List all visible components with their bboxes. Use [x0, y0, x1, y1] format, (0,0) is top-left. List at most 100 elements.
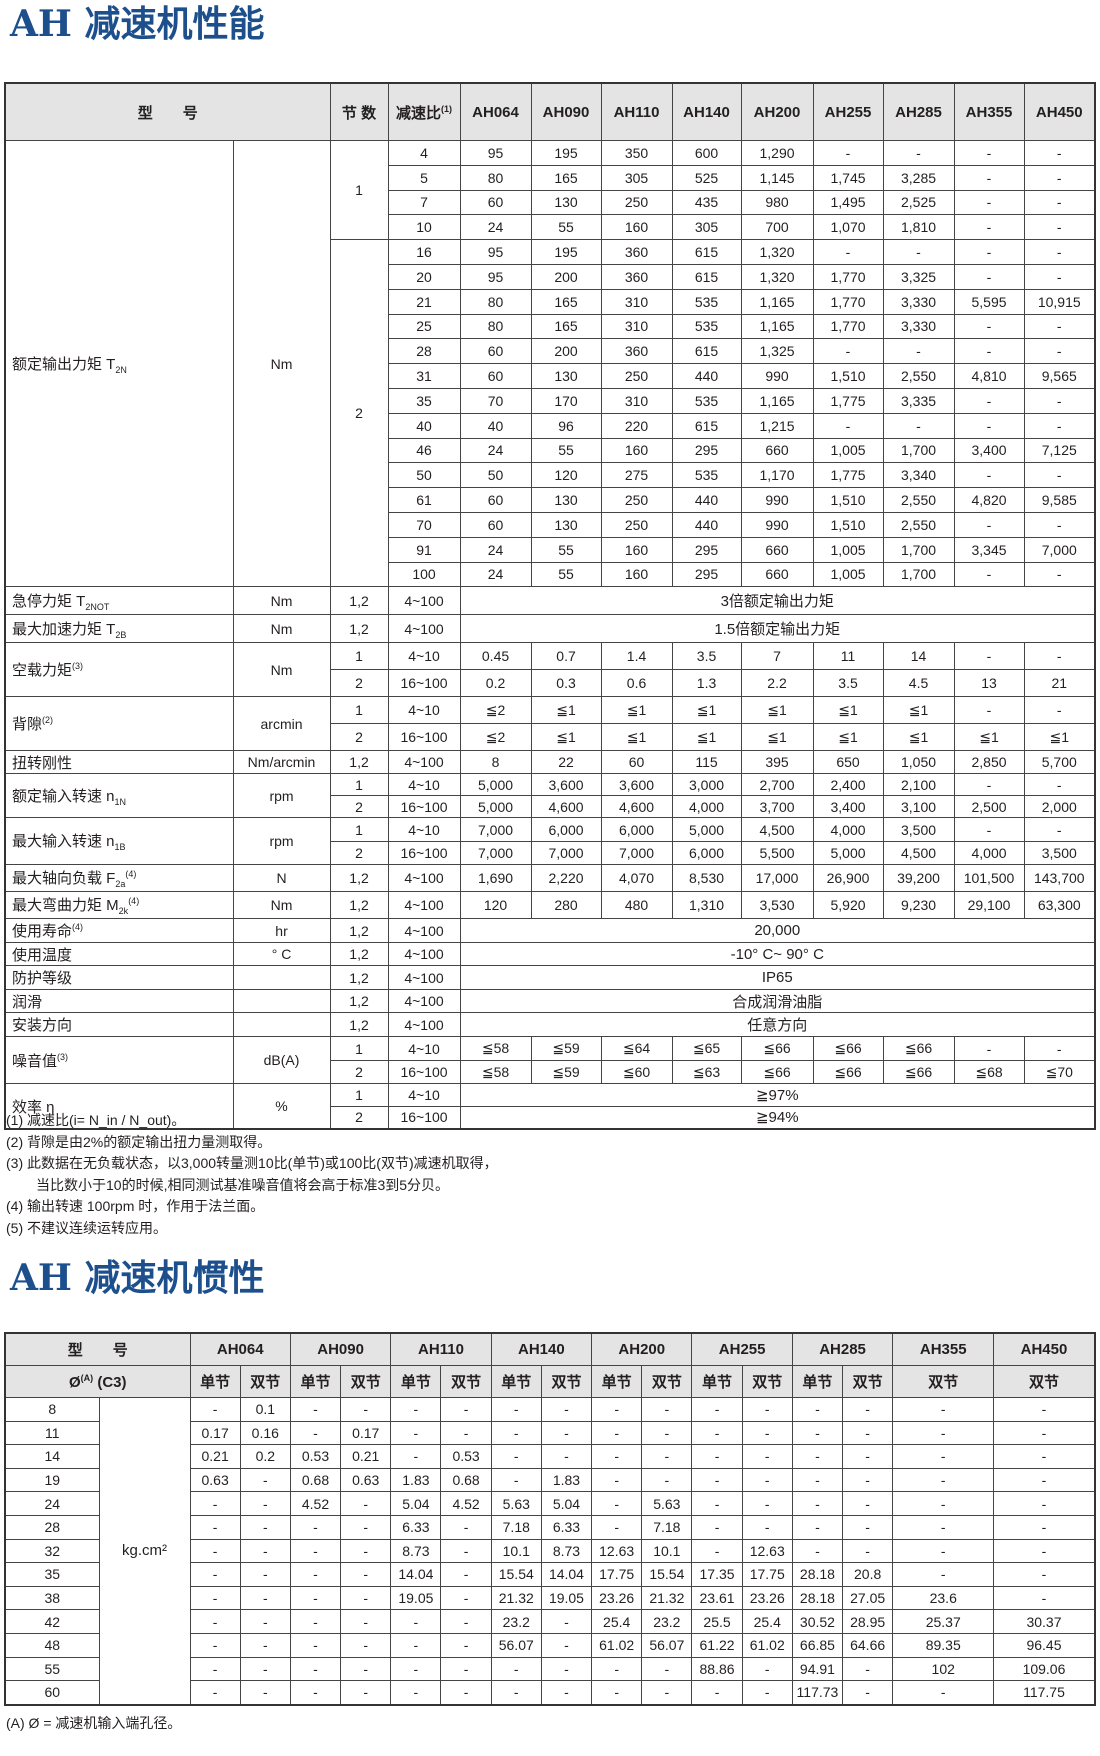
table-row: 使用温度 ° C 1,2 4~100 -10° C~ 90° C [4, 941, 1096, 967]
row-label-subscript: 2NOT [85, 601, 110, 612]
value-cell: - [1023, 239, 1096, 265]
value-cell: 7 [740, 642, 814, 671]
table-row: 最大弯曲力矩 M2k(4) Nm 1,2 4~100 120 280 480 1,310 3,5… [4, 891, 1096, 920]
value-cell: - [892, 1680, 995, 1706]
stage-header: 单节 [289, 1365, 342, 1398]
value-cell: - [390, 1632, 442, 1658]
table-row: 10 24 55 160 305 700 1,070 1,810- - [5, 214, 1096, 241]
value-cell: 3.5 [812, 669, 884, 698]
value-cell: - [591, 1680, 643, 1706]
footnote: 当比数小于10的时候,相同测试基准噪音值将会高于标准3到5分贝。 [36, 1176, 450, 1193]
value-cell: - [842, 1420, 894, 1446]
value-cell: 4,810 [953, 363, 1025, 389]
table-row: 防护等级 1,2 4~100 IP65 [4, 965, 1096, 990]
value-cell: 61.02 [741, 1632, 793, 1658]
value-cell: - [1023, 263, 1096, 290]
value-cell: ≦1 [671, 723, 742, 752]
value-cell: ≦63 [671, 1059, 742, 1085]
merged-value-cell: 20,000 [459, 918, 1096, 943]
value-cell: 89.35 [892, 1632, 995, 1658]
row-label-text: 噪音值 [12, 1052, 58, 1070]
table-row: 5 80 165 305 525 1,145 1,745 3,285- - [5, 164, 1096, 191]
stage-header: 单节 [490, 1365, 542, 1398]
value-cell: - [842, 1514, 894, 1540]
value-cell: 0.6 [600, 669, 673, 698]
value-cell: 295 [671, 536, 742, 563]
table-row: 46 24 55 160 295 660 1,005 1,700 3,400 7,125 [5, 437, 1096, 464]
value-cell: 0.17 [189, 1420, 241, 1446]
value-cell: 4.52 [440, 1491, 492, 1516]
value-cell: - [1023, 561, 1096, 588]
value-cell: - [390, 1444, 442, 1469]
value-cell: 440 [671, 487, 742, 513]
stage-cell: 2 [329, 840, 389, 866]
value-cell: - [289, 1680, 342, 1706]
value-cell: - [1023, 387, 1096, 414]
value-cell: - [289, 1609, 342, 1634]
value-cell: 2.2 [740, 669, 814, 698]
value-cell: - [993, 1585, 1096, 1611]
value-cell: 28.18 [791, 1585, 844, 1611]
value-cell: 1,165 [740, 387, 814, 414]
value-cell: 8.73 [390, 1538, 442, 1564]
value-cell: 12.63 [591, 1538, 643, 1564]
value-cell: 4,070 [600, 864, 673, 893]
value-cell: - [591, 1514, 643, 1540]
value-cell: 70 [459, 387, 532, 414]
value-cell: 2,220 [530, 864, 602, 893]
stage-cell: 1,2 [329, 614, 389, 644]
stage-cell: 1,2 [329, 864, 389, 893]
table-row: 空载力矩(3) Nm 1 4~10 0.45 0.7 1.4 3.5 7 11 14- - [4, 642, 1096, 698]
model-header-ah255: AH255 [812, 82, 884, 141]
value-cell: - [1023, 412, 1096, 439]
value-cell: 7,000 [459, 840, 532, 866]
value-cell: 2,525 [882, 189, 955, 216]
value-cell: - [993, 1397, 1096, 1422]
value-cell: - [641, 1656, 693, 1682]
value-cell: - [993, 1514, 1096, 1540]
value-cell: - [1023, 696, 1096, 725]
stage-cell: 1,2 [329, 988, 389, 1014]
row-label: 扭转刚性 [4, 750, 234, 775]
value-cell: 23.2 [490, 1609, 542, 1634]
value-cell: 700 [740, 214, 814, 241]
merged-value-cell: -10° C~ 90° C [459, 941, 1096, 967]
value-cell: 5.04 [540, 1491, 593, 1516]
table-row: 2 16~100 ≧94% [5, 1105, 1096, 1130]
ratio-cell: 4~100 [387, 918, 461, 943]
value-cell: - [289, 1538, 342, 1564]
value-cell: 1,005 [812, 437, 884, 464]
unit-cell [232, 1012, 331, 1038]
value-cell: 0.17 [340, 1420, 392, 1446]
ratio-cell: 4~100 [387, 891, 461, 920]
merged-value-cell: 任意方向 [459, 1012, 1096, 1038]
table-row: 55- - - - - - - - - -88.86-94.91-102 109.06 [4, 1656, 1096, 1682]
value-cell: - [189, 1632, 241, 1658]
merged-value-cell: IP65 [459, 965, 1096, 990]
value-cell: 17.75 [741, 1562, 793, 1587]
value-cell: 200 [530, 263, 602, 290]
value-cell: 650 [812, 750, 884, 775]
table-row: 11 0.17 0.16-0.17- - - - - - - - - - - - [4, 1420, 1096, 1446]
row-label-subscript: 1N [114, 796, 127, 807]
value-cell: ≦64 [600, 1036, 673, 1061]
value-cell: - [591, 1491, 643, 1516]
footnote: (3) 此数据在无负载状态，以3,000转量测10比(单节)或100比(双节)减… [6, 1155, 498, 1171]
ratio-cell: 50 [387, 462, 461, 489]
table-row: 19 0.63-0.68 0.63 1.83 0.68-1.83- - - - - - - - [4, 1467, 1096, 1493]
ratio-cell: 4~100 [387, 1012, 461, 1038]
value-cell: - [440, 1585, 492, 1611]
value-cell: - [791, 1397, 844, 1422]
value-cell: 295 [671, 561, 742, 588]
bore-cell: 11 [4, 1420, 100, 1446]
value-cell: 1,320 [740, 239, 814, 265]
table-row: 60- - - - - - - - - - - -117.73- -117.75 [4, 1680, 1096, 1706]
value-cell: 80 [459, 164, 532, 191]
bore-cell: 32 [4, 1538, 100, 1564]
value-cell: 1.4 [600, 642, 673, 671]
value-cell: 440 [671, 363, 742, 389]
value-cell: 20.8 [842, 1562, 894, 1587]
value-cell: 1,170 [740, 462, 814, 489]
value-cell: 0.63 [340, 1467, 392, 1493]
ratio-cell: 4~10 [387, 696, 461, 725]
